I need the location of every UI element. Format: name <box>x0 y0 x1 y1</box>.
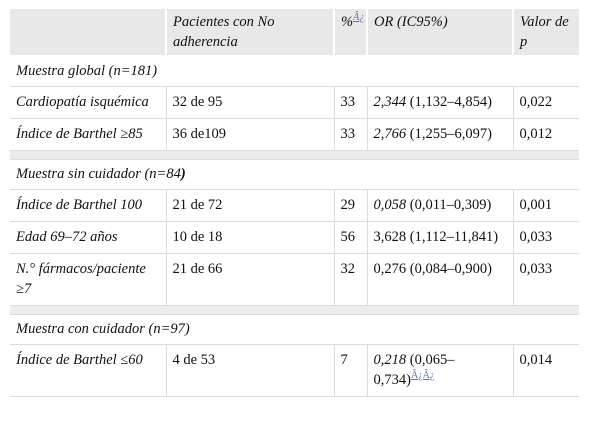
row-label: N.° fármacos/paciente ≥7 <box>10 253 167 306</box>
or-value: 0,058 <box>373 197 407 213</box>
row-p-value: 0,012 <box>513 118 579 151</box>
header-empty <box>10 9 167 57</box>
or-footnote-link[interactable]: Â¿Â¿ <box>410 370 435 382</box>
row-percent: 33 <box>334 86 368 119</box>
row-label: Edad 69–72 años <box>10 221 167 254</box>
header-percent: %Â¿ <box>334 9 368 57</box>
row-label: Cardiopatía isquémica <box>10 86 167 119</box>
header-p-value: Valor de p <box>513 9 579 57</box>
section-title-with-caregiver: Muestra con cuidador (n=97) <box>10 314 579 345</box>
row-label: Índice de Barthel ≤60 <box>10 344 167 397</box>
section-title-no-caregiver-paren: ) <box>180 166 186 182</box>
section-title-no-caregiver: Muestra sin cuidador (n=84) <box>10 159 579 190</box>
row-patients: 4 de 53 <box>166 344 335 397</box>
table-row: Edad 69–72 años 10 de 18 56 3,628 (1,112… <box>10 221 579 254</box>
row-p-value: 0,033 <box>513 221 579 254</box>
section-spacer <box>10 305 579 315</box>
row-or: 0,218 (0,065–0,734)Â¿Â¿ <box>367 344 514 397</box>
results-table: Pacientes con No adherencia %Â¿ OR (IC95… <box>10 9 579 397</box>
row-p-value: 0,022 <box>513 86 579 119</box>
section-title-no-caregiver-text: Muestra sin cuidador (n=84 <box>16 166 181 182</box>
section-spacer <box>10 150 579 160</box>
row-or: 2,344 (1,132–4,854) <box>367 86 514 119</box>
or-value: 3,628 <box>373 229 407 245</box>
row-or: 2,766 (1,255–6,097) <box>367 118 514 151</box>
row-percent: 7 <box>334 344 368 397</box>
spacer-cell <box>10 305 579 315</box>
table-row: N.° fármacos/paciente ≥7 21 de 66 32 0,2… <box>10 253 579 306</box>
section-row-global: Muestra global (n=181) <box>10 55 579 87</box>
spacer-cell <box>10 150 579 160</box>
row-percent: 56 <box>334 221 368 254</box>
row-p-value: 0,033 <box>513 253 579 306</box>
row-patients: 10 de 18 <box>166 221 335 254</box>
ci-value: (0,065–0,734) <box>373 352 455 388</box>
row-percent: 29 <box>334 189 368 222</box>
row-or: 0,276 (0,084–0,900) <box>367 253 514 306</box>
or-value: 0,276 <box>373 261 407 277</box>
header-percent-label: % <box>341 14 354 30</box>
or-value: 2,344 <box>373 94 407 110</box>
ci-value: (0,011–0,309) <box>406 197 492 213</box>
row-or: 0,058 (0,011–0,309) <box>367 189 514 222</box>
ci-value: (1,255–6,097) <box>406 126 492 142</box>
row-label: Índice de Barthel 100 <box>10 189 167 222</box>
table-row: Índice de Barthel ≥85 36 de109 33 2,766 … <box>10 118 579 151</box>
ci-value: (1,112–11,841) <box>406 229 499 245</box>
table-header-row: Pacientes con No adherencia %Â¿ OR (IC95… <box>10 9 579 57</box>
section-title-global: Muestra global (n=181) <box>10 55 579 87</box>
row-p-value: 0,014 <box>513 344 579 397</box>
table-row: Índice de Barthel 100 21 de 72 29 0,058 … <box>10 189 579 222</box>
or-value: 2,766 <box>373 126 407 142</box>
ci-value: (1,132–4,854) <box>406 94 492 110</box>
row-percent: 33 <box>334 118 368 151</box>
row-or: 3,628 (1,112–11,841) <box>367 221 514 254</box>
row-patients: 21 de 72 <box>166 189 335 222</box>
ci-value: (0,084–0,900) <box>406 261 492 277</box>
header-patients: Pacientes con No adherencia <box>166 9 335 57</box>
header-percent-footnote-link[interactable]: Â¿ <box>353 12 365 24</box>
row-label: Índice de Barthel ≥85 <box>10 118 167 151</box>
row-patients: 36 de109 <box>166 118 335 151</box>
row-percent: 32 <box>334 253 368 306</box>
or-value: 0,218 <box>373 352 407 368</box>
header-or: OR (IC95%) <box>367 9 514 57</box>
table-row: Cardiopatía isquémica 32 de 95 33 2,344 … <box>10 86 579 119</box>
row-patients: 32 de 95 <box>166 86 335 119</box>
table-row: Índice de Barthel ≤60 4 de 53 7 0,218 (0… <box>10 344 579 397</box>
row-p-value: 0,001 <box>513 189 579 222</box>
section-row-no-caregiver: Muestra sin cuidador (n=84) <box>10 159 579 190</box>
row-patients: 21 de 66 <box>166 253 335 306</box>
section-row-with-caregiver: Muestra con cuidador (n=97) <box>10 314 579 345</box>
